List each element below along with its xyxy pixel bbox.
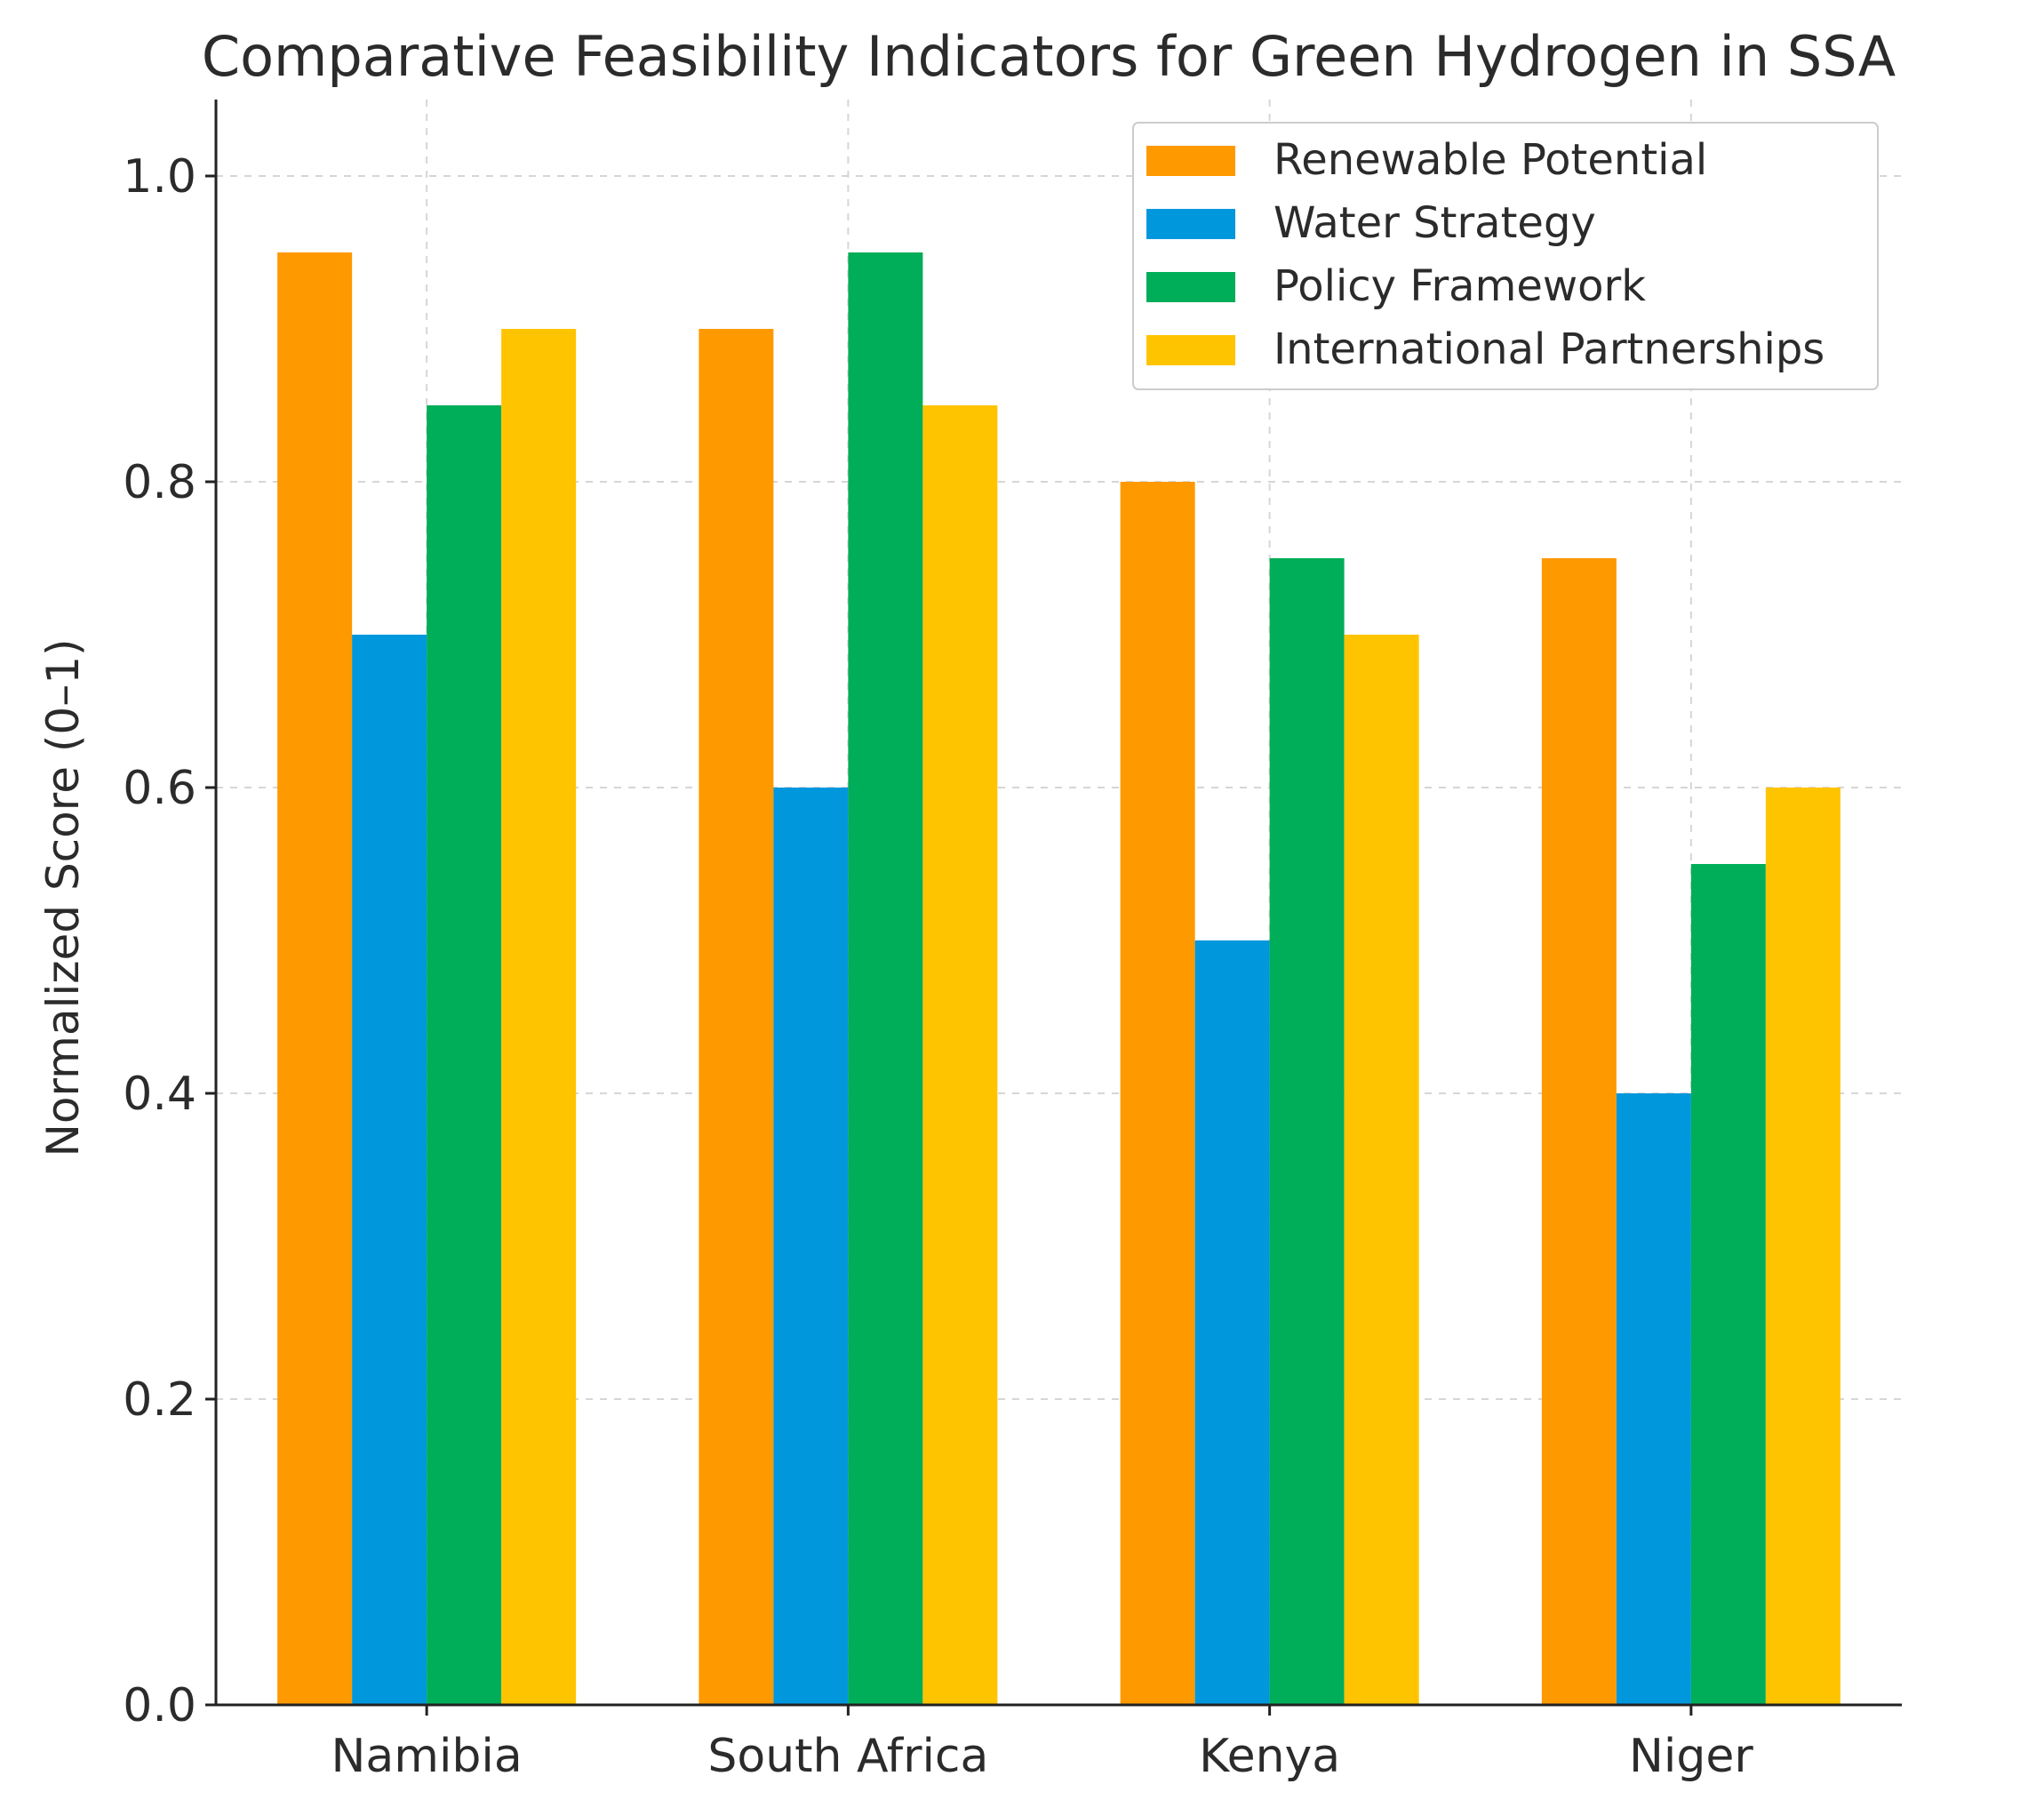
y-tick-label: 0.2 [123,1373,196,1427]
bar [501,329,577,1705]
bar [1690,864,1766,1705]
chart-title: Comparative Feasibility Indicators for G… [202,24,1896,89]
legend-label: Water Strategy [1274,198,1596,248]
legend: Renewable Potential Water Strategy Policy … [1132,122,1879,390]
axes [205,100,1902,1716]
x-tick-label: South Africa [707,1730,988,1783]
legend-frame [1132,122,1879,390]
legend-label: Policy Framework [1274,261,1646,311]
legend-label: Renewable Potential [1274,135,1707,185]
y-tick-label: 0.8 [123,456,196,509]
bar [427,405,502,1705]
legend-swatch [1146,146,1235,176]
bar [1269,558,1345,1705]
legend-swatch [1146,209,1235,239]
legend-swatch [1146,272,1235,302]
legend-label: International Partnerships [1274,324,1824,374]
x-tick-label: Niger [1629,1730,1753,1783]
y-tick-label: 0.4 [123,1068,196,1121]
y-tick-label: 1.0 [123,150,196,204]
y-axis-label: Normalized Score (0–1) [37,638,89,1156]
bar [1765,788,1840,1705]
bar [773,788,849,1705]
y-tick-label: 0.0 [123,1679,196,1732]
bar [848,252,923,1705]
x-tick-label: Namibia [331,1730,523,1783]
legend-swatch [1146,335,1235,365]
bar [1344,635,1419,1705]
bar [1541,558,1617,1705]
y-tick-label: 0.6 [123,762,196,815]
bars [277,252,1840,1705]
bar [277,252,353,1705]
bar [922,405,998,1705]
x-tick-label: Kenya [1199,1730,1340,1783]
bar [352,635,427,1705]
bar [1194,940,1270,1705]
bar [699,329,774,1705]
bar [1616,1093,1691,1705]
y-tick-labels: 0.0 0.2 0.4 0.6 0.8 1.0 [123,150,196,1732]
bar [1120,482,1195,1705]
x-tick-labels: Namibia South Africa Kenya Niger [331,1730,1754,1783]
